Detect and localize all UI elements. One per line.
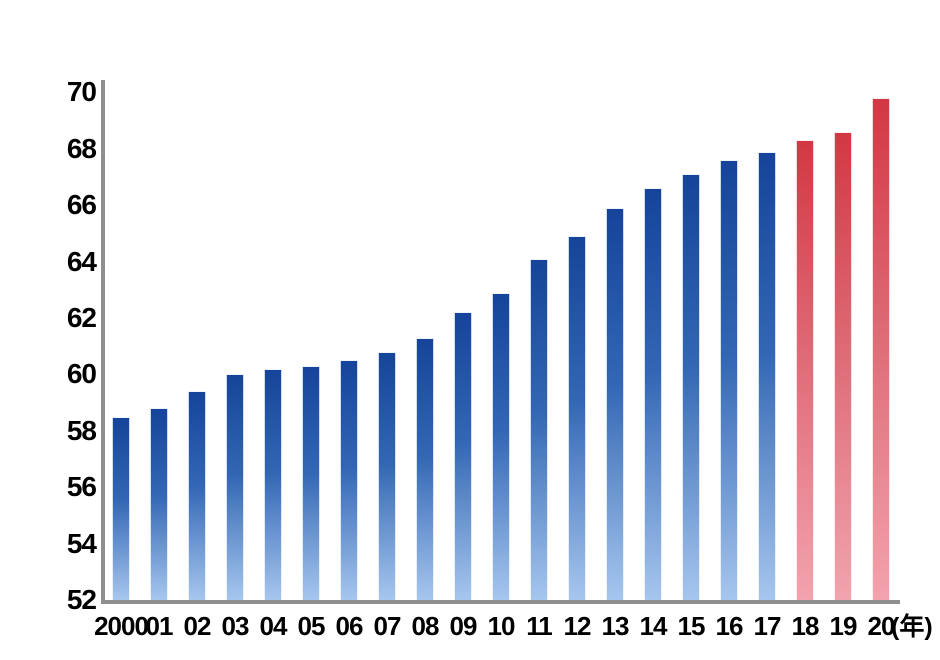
x-axis-tick-label: 02 [183, 611, 212, 641]
bar-13 [606, 208, 624, 600]
x-axis-tick-label: 01 [145, 611, 174, 641]
y-axis-tick-label: 58 [66, 414, 97, 446]
x-axis-tick-label: 19 [829, 611, 858, 641]
bar-16 [720, 160, 738, 600]
bar-11 [530, 258, 548, 600]
x-axis-tick-label: 14 [639, 611, 668, 641]
bar-01 [150, 408, 168, 600]
x-axis-tick-label: 06 [335, 611, 364, 641]
bar-14 [644, 188, 662, 600]
bar-03 [226, 374, 244, 600]
y-axis-tick-label: 56 [66, 471, 97, 503]
x-axis-tick-label: 13 [601, 611, 630, 641]
x-axis-tick-label: 10 [487, 611, 516, 641]
y-axis-tick-label: 70 [66, 76, 97, 108]
bar-06 [340, 360, 358, 600]
bar-10 [492, 292, 510, 600]
x-axis-tick-label: 07 [373, 611, 402, 641]
bar-05 [302, 365, 320, 600]
bar-09 [454, 312, 472, 600]
x-axis-line [101, 600, 900, 604]
y-axis-tick-label: 66 [66, 189, 97, 221]
bar-2000 [112, 416, 130, 600]
x-axis-tick-label: 15 [677, 611, 706, 641]
y-axis-line [101, 80, 105, 604]
bar-17 [758, 151, 776, 600]
x-axis-tick-label: 18 [791, 611, 820, 641]
y-axis-tick-label: 60 [66, 358, 97, 390]
x-axis-tick-label: 20 [867, 611, 896, 641]
x-axis-tick-label: 2000 [94, 611, 149, 641]
y-axis-tick-label: 68 [66, 132, 97, 164]
bar-07 [378, 351, 396, 600]
x-axis-tick-label: 09 [449, 611, 478, 641]
x-axis-tick-label: 03 [221, 611, 250, 641]
x-axis-tick-label: 04 [259, 611, 288, 641]
bar-18 [796, 140, 814, 600]
bar-19 [834, 131, 852, 600]
x-axis-tick-label: 12 [563, 611, 592, 641]
x-axis-tick-label: 08 [411, 611, 440, 641]
x-axis-tick-label: 11 [526, 611, 553, 641]
x-axis-tick-label: 05 [297, 611, 326, 641]
x-axis-tick-label: 17 [753, 611, 782, 641]
y-axis-tick-label: 54 [66, 527, 97, 559]
x-axis-unit-label: (年) [891, 613, 933, 641]
bar-02 [188, 391, 206, 600]
x-axis-tick-label: 16 [715, 611, 744, 641]
y-axis-tick-label: 64 [66, 245, 97, 277]
y-axis-tick-label: 62 [66, 302, 97, 333]
bar-12 [568, 236, 586, 600]
bar-04 [264, 368, 282, 600]
bar-20 [872, 98, 890, 600]
bar-08 [416, 337, 434, 600]
bar-15 [682, 174, 700, 600]
y-axis-tick-label: 52 [66, 584, 97, 615]
